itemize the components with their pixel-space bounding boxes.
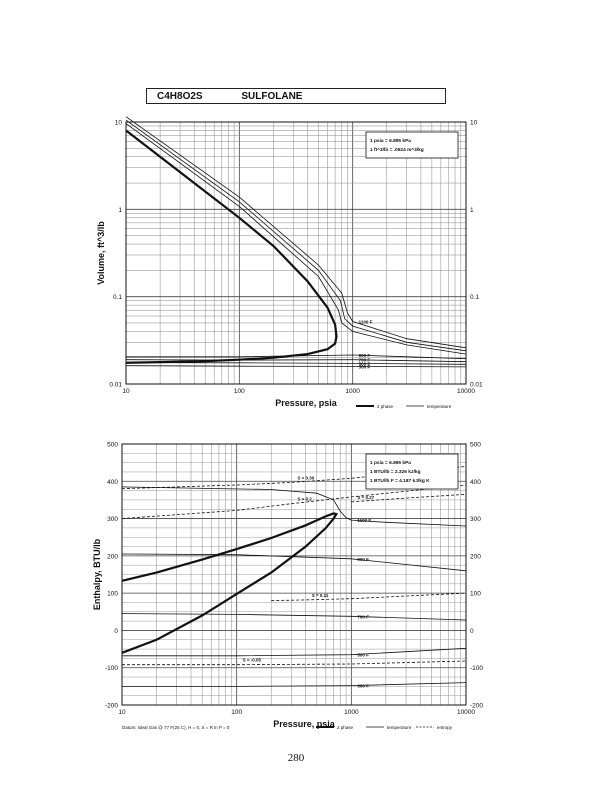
series-line <box>125 123 467 355</box>
series-label: 300 F <box>357 684 369 689</box>
legend-label: temperature <box>427 404 452 409</box>
series-line <box>125 365 467 368</box>
series-label: 1100 F <box>359 319 373 324</box>
y-tick-label-right: 100 <box>470 591 481 598</box>
y-tick-label-right: 1 <box>470 207 474 214</box>
chart-2 <box>121 443 467 728</box>
y-tick-label-right: 500 <box>470 442 481 449</box>
x-tick-label: 10 <box>118 709 126 716</box>
conversion-text: 1 psia = 6.895 kPa <box>370 460 411 466</box>
series-label: 500 F <box>357 653 369 658</box>
y-tick-label: 500 <box>107 442 118 449</box>
y-tick-label-right: 0 <box>470 628 474 635</box>
series-line <box>121 486 467 527</box>
series-line <box>125 362 467 365</box>
series-line <box>271 592 467 601</box>
y-axis-label: Volume, ft^3/lb <box>96 221 106 285</box>
series-line <box>121 466 467 490</box>
legend-label: temperature <box>387 725 412 730</box>
y-tick-label-right: 200 <box>470 553 481 560</box>
series-line <box>126 354 467 360</box>
x-axis-label: Pressure, psia <box>273 719 336 729</box>
series-line <box>122 647 467 657</box>
series-label: 700 F <box>359 358 371 363</box>
series-line <box>125 359 467 363</box>
y-tick-label: 0.1 <box>113 294 122 301</box>
legend-label: 2 phase <box>337 725 354 730</box>
series-line <box>122 682 467 687</box>
series-label: 300 F <box>359 364 371 369</box>
legend-label: 2 phase <box>377 404 394 409</box>
compound-formula: C4H8O2S <box>157 91 203 102</box>
y-tick-label: -100 <box>105 665 118 672</box>
series-label: S = 0.11 <box>312 593 329 598</box>
series-line <box>121 512 339 654</box>
series-line <box>122 660 467 666</box>
x-tick-label: 100 <box>231 709 242 716</box>
y-axis-label: Enthalpy, BTU/lb <box>92 538 102 610</box>
conversion-box <box>365 453 459 490</box>
y-tick-label: 300 <box>107 516 118 523</box>
y-tick-label-right: -100 <box>470 665 483 672</box>
legend-label: entropy <box>437 725 453 730</box>
x-axis-label: Pressure, psia <box>275 398 338 408</box>
y-tick-label: 100 <box>107 591 118 598</box>
y-tick-label: 1 <box>118 207 122 214</box>
y-tick-label-right: 300 <box>470 516 481 523</box>
title-box: C4H8O2S SULFOLANE <box>146 88 446 104</box>
y-tick-label: 400 <box>107 479 118 486</box>
x-tick-label: 10 <box>122 388 130 395</box>
series-line <box>125 119 467 352</box>
series-line <box>121 553 467 572</box>
y-tick-label: 0 <box>114 628 118 635</box>
series-label: S = 0.27 <box>357 495 374 500</box>
conversion-text: 1 ft^3/lb = .0624 m^3/kg <box>370 147 424 153</box>
series-label: 900 F <box>357 557 369 562</box>
datum-footnote: Datum: Ideal Gas @ 77 F(25 C), H = 0, S … <box>122 725 230 730</box>
plot-frame <box>121 443 467 706</box>
conversion-text: 1 psia = 6.895 kPa <box>370 138 411 144</box>
y-tick-label: -200 <box>105 703 118 710</box>
y-tick-label: 200 <box>107 553 118 560</box>
series-label: 700 F <box>357 614 369 619</box>
chart-1 <box>125 116 467 407</box>
page-number: 280 <box>287 752 305 764</box>
series-label: S = 0.30 <box>297 475 314 480</box>
y-tick-label-right: 10 <box>470 120 478 127</box>
y-tick-label-right: 400 <box>470 479 481 486</box>
y-tick-label: 0.01 <box>109 382 122 389</box>
compound-name: SULFOLANE <box>241 91 303 102</box>
conversion-box <box>365 131 459 159</box>
series-label: S = -0.05 <box>243 658 262 663</box>
plot-frame <box>125 121 467 385</box>
series-line <box>125 129 338 364</box>
y-tick-label-right: 0.1 <box>470 294 479 301</box>
series-label: 500 F <box>359 361 371 366</box>
series-line <box>121 484 467 519</box>
series-line <box>125 116 467 349</box>
x-tick-label: 10000 <box>457 709 475 716</box>
x-tick-label: 1000 <box>344 709 359 716</box>
y-tick-label-right: 0.01 <box>470 382 483 389</box>
y-tick-label-right: -200 <box>470 703 483 710</box>
x-tick-label: 10000 <box>457 388 475 395</box>
conversion-text: 1 BTU/lb = 2.326 kJ/kg <box>370 469 421 475</box>
series-label: 900 F <box>359 353 371 358</box>
series-label: S = 0.2 <box>297 497 312 502</box>
series-label: 1100 F <box>357 518 371 523</box>
x-tick-label: 1000 <box>345 388 360 395</box>
x-tick-label: 100 <box>234 388 245 395</box>
series-line <box>121 613 467 621</box>
y-tick-label: 10 <box>115 120 123 127</box>
conversion-text: 1 BTU/lb F = 4.187 kJ/kg K <box>370 478 430 484</box>
